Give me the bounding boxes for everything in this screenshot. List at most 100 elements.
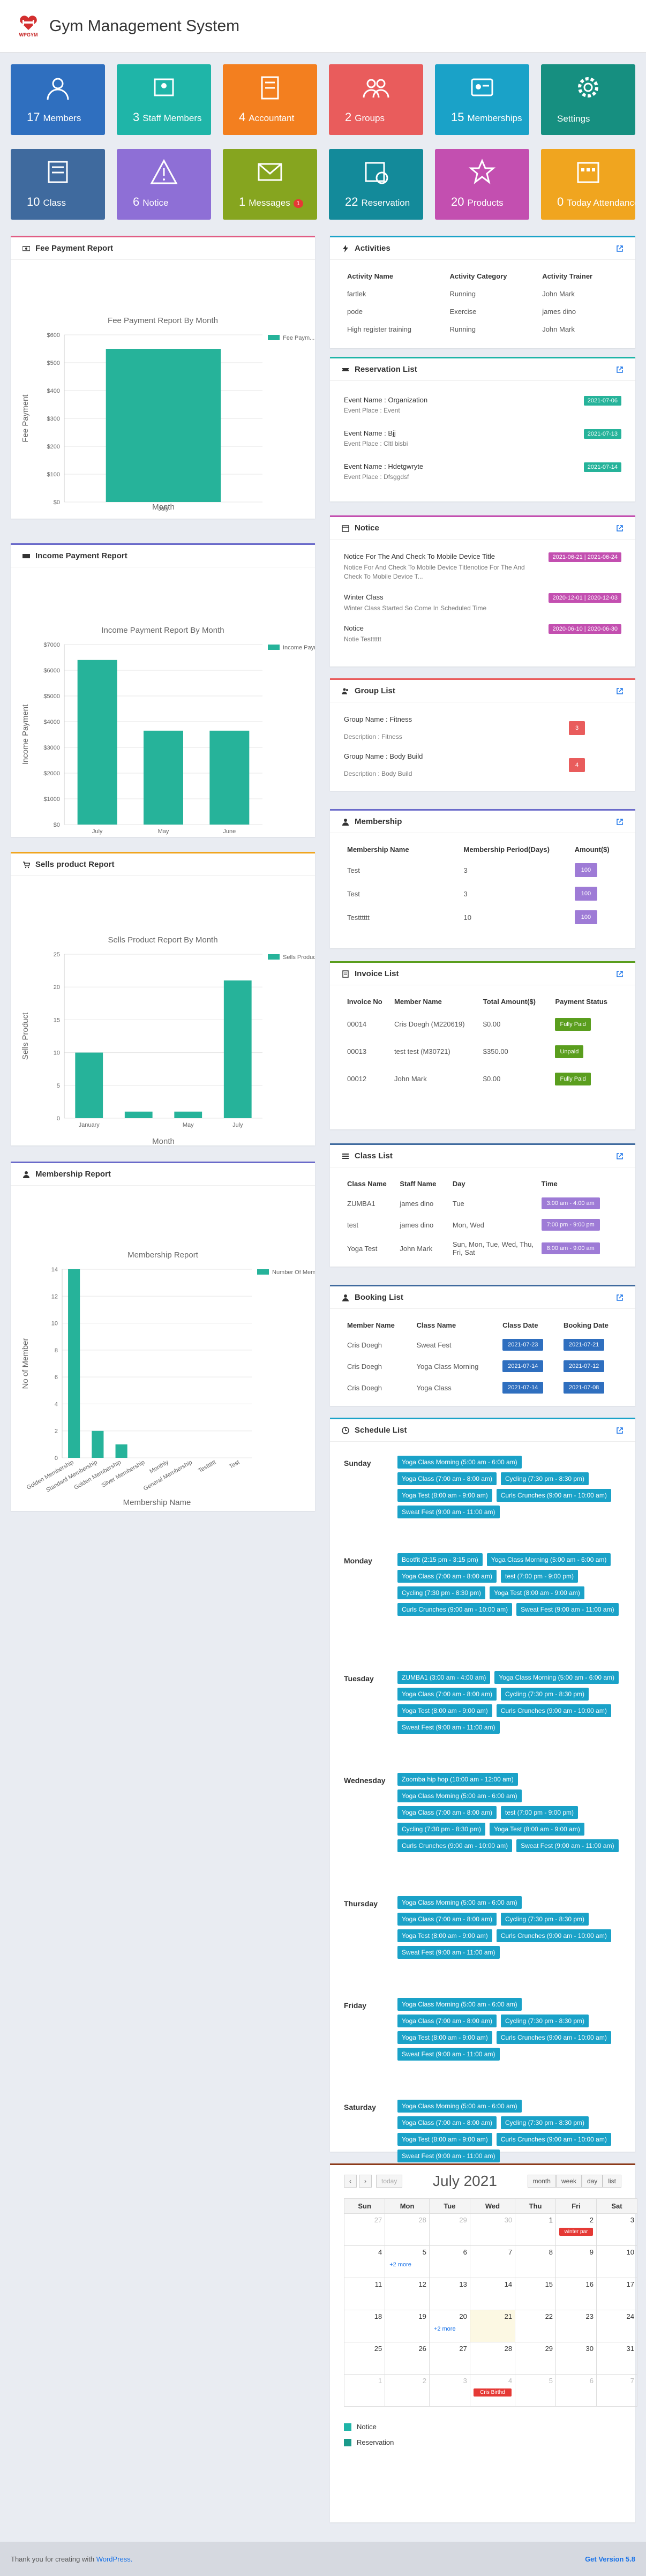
view-week-button[interactable]: week [555, 2175, 582, 2188]
schedule-slot[interactable]: Yoga Class (7:00 am - 8:00 am) [397, 1806, 497, 1819]
schedule-slot[interactable]: Sweat Fest (9:00 am - 11:00 am) [397, 1721, 500, 1734]
tile-members[interactable]: 17 Members [11, 64, 105, 135]
schedule-slot[interactable]: Yoga Class (7:00 am - 8:00 am) [397, 1913, 497, 1926]
table-row[interactable]: ZUMBA1 james dino Tue 3:00 am - 4:00 am [344, 1193, 621, 1214]
bar[interactable] [75, 1052, 103, 1118]
bar[interactable] [223, 980, 252, 1118]
calendar-day[interactable]: 28 [385, 2213, 430, 2246]
table-row[interactable]: Yoga Test John Mark Sun, Mon, Tue, Wed, Th… [344, 1235, 621, 1261]
schedule-slot[interactable]: Zoomba hip hop (10:00 am - 12:00 am) [397, 1773, 518, 1786]
schedule-slot[interactable]: Cycling (7:30 pm - 8:30 pm) [500, 1472, 589, 1485]
view-list-button[interactable]: list [603, 2175, 621, 2188]
table-row[interactable]: Testttttt 10 100 [344, 905, 621, 929]
table-row[interactable]: 00014 Cris Doegh (M220619) $0.00 Fully Paid [344, 1010, 621, 1038]
schedule-slot[interactable]: Yoga Class Morning (5:00 am - 6:00 am) [486, 1553, 611, 1566]
schedule-slot[interactable]: test (7:00 pm - 9:00 pm) [500, 1570, 579, 1583]
tile-class[interactable]: 10 Class [11, 149, 105, 220]
calendar-day[interactable]: 6 [555, 2374, 597, 2407]
schedule-slot[interactable]: Sweat Fest (9:00 am - 11:00 am) [397, 1946, 500, 1959]
list-item[interactable]: Group Name : Body Build Description : Bod… [344, 747, 621, 784]
schedule-slot[interactable]: ZUMBA1 (3:00 am - 4:00 am) [397, 1671, 491, 1684]
schedule-slot[interactable]: Yoga Class Morning (5:00 am - 6:00 am) [397, 2100, 522, 2113]
today-button[interactable]: today [376, 2175, 403, 2188]
schedule-slot[interactable]: Yoga Test (8:00 am - 9:00 am) [397, 1489, 492, 1502]
calendar-day[interactable]: 12 [385, 2278, 430, 2310]
calendar-day[interactable]: 21 [469, 2310, 516, 2342]
tile-notice[interactable]: 6 Notice [117, 149, 211, 220]
external-link-icon[interactable] [616, 525, 624, 532]
schedule-slot[interactable]: Cycling (7:30 pm - 8:30 pm) [500, 1688, 589, 1701]
external-link-icon[interactable] [616, 366, 624, 373]
list-item[interactable]: Winter Class Winter Class Started So Come… [344, 588, 621, 619]
table-row[interactable]: 00013 test test (M30721) $350.00 Unpaid [344, 1038, 621, 1065]
calendar-day[interactable]: 28 [469, 2342, 516, 2375]
schedule-slot[interactable]: Curls Crunches (9:00 am - 10:00 am) [397, 1603, 513, 1616]
bar[interactable] [115, 1444, 127, 1458]
external-link-icon[interactable] [616, 1427, 624, 1434]
table-row[interactable]: Cris Doegh Yoga Class 2021-07-14 2021-07-08 [344, 1377, 621, 1398]
calendar-day[interactable]: 2 [385, 2374, 430, 2407]
schedule-slot[interactable]: Curls Crunches (9:00 am - 10:00 am) [496, 1929, 611, 1942]
schedule-slot[interactable]: Yoga Test (8:00 am - 9:00 am) [397, 2133, 492, 2146]
calendar-day[interactable]: 5 [515, 2374, 557, 2407]
calendar-day[interactable]: 30 [555, 2342, 597, 2375]
schedule-slot[interactable]: Curls Crunches (9:00 am - 10:00 am) [496, 1489, 611, 1502]
schedule-slot[interactable]: Yoga Class (7:00 am - 8:00 am) [397, 2116, 497, 2129]
schedule-slot[interactable]: Yoga Class Morning (5:00 am - 6:00 am) [397, 1896, 522, 1909]
calendar-day[interactable]: 31 [596, 2342, 637, 2375]
bar[interactable] [68, 1269, 80, 1458]
tile-products[interactable]: 20 Products [435, 149, 529, 220]
schedule-slot[interactable]: Yoga Class (7:00 am - 8:00 am) [397, 2015, 497, 2027]
bar[interactable] [106, 349, 221, 502]
bar[interactable] [174, 1111, 202, 1118]
external-link-icon[interactable] [616, 1152, 624, 1160]
schedule-slot[interactable]: Cycling (7:30 pm - 8:30 pm) [397, 1823, 486, 1836]
schedule-slot[interactable]: Yoga Class Morning (5:00 am - 6:00 am) [397, 1789, 522, 1802]
schedule-slot[interactable]: Yoga Test (8:00 am - 9:00 am) [490, 1823, 584, 1836]
more-events-link[interactable]: +2 more [433, 2326, 456, 2332]
calendar-day[interactable]: 29 [429, 2213, 470, 2246]
more-events-link[interactable]: +2 more [389, 2262, 411, 2268]
table-row[interactable]: High register training Running John Mark [344, 320, 621, 338]
table-row[interactable]: 00012 John Mark $0.00 Fully Paid [344, 1065, 621, 1092]
schedule-slot[interactable]: test (7:00 pm - 9:00 pm) [500, 1806, 579, 1819]
external-link-icon[interactable] [616, 1294, 624, 1301]
calendar-day[interactable]: 2 winter par [555, 2213, 597, 2246]
calendar-day[interactable]: 11 [343, 2278, 386, 2310]
list-item[interactable]: Event Name : Bjj Event Place : Cltl bisbi… [344, 422, 621, 455]
calendar-event[interactable]: winter par [559, 2228, 593, 2236]
tile-today-attendance[interactable]: 0 Today Attendance [541, 149, 635, 220]
calendar-day[interactable]: 25 [343, 2342, 386, 2375]
calendar-day[interactable]: 17 [596, 2278, 637, 2310]
tile-settings[interactable]: Settings [541, 64, 635, 135]
view-day-button[interactable]: day [581, 2175, 603, 2188]
schedule-slot[interactable]: Yoga Class Morning (5:00 am - 6:00 am) [397, 1998, 522, 2011]
schedule-slot[interactable]: Sweat Fest (9:00 am - 11:00 am) [516, 1839, 619, 1852]
bar[interactable] [77, 660, 117, 825]
tile-reservation[interactable]: 22 Reservation [329, 149, 423, 220]
calendar-day[interactable]: 14 [469, 2278, 516, 2310]
table-row[interactable]: test james dino Mon, Wed 7:00 pm - 9:00 pm [344, 1214, 621, 1235]
logo[interactable]: WPGYM [16, 15, 41, 38]
calendar-day[interactable]: 29 [515, 2342, 557, 2375]
schedule-slot[interactable]: Curls Crunches (9:00 am - 10:00 am) [496, 2133, 611, 2146]
calendar-day[interactable]: 5 +2 more [385, 2245, 430, 2278]
schedule-slot[interactable]: Sweat Fest (9:00 am - 11:00 am) [397, 2150, 500, 2162]
calendar-day[interactable]: 9 [555, 2245, 597, 2278]
schedule-slot[interactable]: Yoga Test (8:00 am - 9:00 am) [397, 2031, 492, 2044]
schedule-slot[interactable]: Sweat Fest (9:00 am - 11:00 am) [397, 2048, 500, 2061]
tile-memberships[interactable]: 15 Memberships [435, 64, 529, 135]
schedule-slot[interactable]: Yoga Class (7:00 am - 8:00 am) [397, 1472, 497, 1485]
calendar-day[interactable]: 6 [429, 2245, 470, 2278]
external-link-icon[interactable] [616, 687, 624, 695]
wordpress-link[interactable]: WordPress. [96, 2555, 133, 2563]
calendar-day[interactable]: 30 [469, 2213, 516, 2246]
schedule-slot[interactable]: Yoga Test (8:00 am - 9:00 am) [490, 1586, 584, 1599]
bar[interactable] [209, 730, 250, 825]
calendar-day[interactable]: 3 [429, 2374, 470, 2407]
calendar-day[interactable]: 22 [515, 2310, 557, 2342]
tile-accountant[interactable]: 4 Accountant [223, 64, 317, 135]
calendar-day[interactable]: 13 [429, 2278, 470, 2310]
calendar-day[interactable]: 15 [515, 2278, 557, 2310]
bar[interactable] [92, 1431, 104, 1458]
